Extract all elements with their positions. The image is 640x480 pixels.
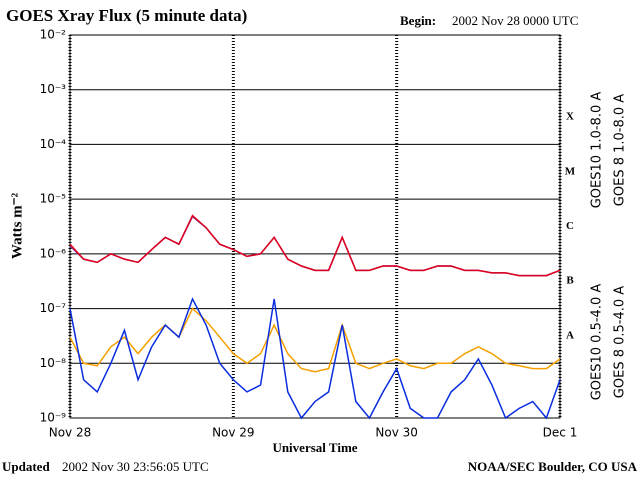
flare-class-label: B bbox=[566, 275, 574, 287]
legend-entry: GOES10 0.5-4.0 A bbox=[590, 284, 605, 401]
flare-class-label: M bbox=[565, 165, 576, 177]
flare-class-label: C bbox=[566, 220, 574, 232]
updated-value: 2002 Nov 30 23:56:05 UTC bbox=[62, 459, 209, 474]
chart-title: GOES Xray Flux (5 minute data) bbox=[6, 6, 247, 25]
x-tick-label: Dec 1 bbox=[543, 426, 578, 440]
x-axis-label: Universal Time bbox=[272, 440, 357, 455]
plot-frame bbox=[69, 34, 561, 419]
flare-class-label: A bbox=[566, 329, 574, 341]
begin-label: Begin: bbox=[400, 13, 436, 28]
flux-line bbox=[69, 307, 561, 373]
y-tick-label: 10⁻⁹ bbox=[40, 411, 67, 425]
x-tick-label: Nov 29 bbox=[212, 426, 255, 440]
flux-line bbox=[69, 297, 561, 420]
y-tick-label: 10⁻³ bbox=[40, 82, 67, 96]
x-tick-label: Nov 28 bbox=[49, 426, 92, 440]
x-tick-label: Nov 30 bbox=[375, 426, 418, 440]
flux-line bbox=[69, 215, 561, 277]
updated-label: Updated bbox=[2, 459, 50, 474]
y-tick-label: 10⁻⁴ bbox=[40, 137, 67, 151]
y-tick-label: 10⁻⁷ bbox=[40, 301, 67, 315]
begin-value: 2002 Nov 28 0000 UTC bbox=[452, 13, 578, 28]
y-tick-label: 10⁻² bbox=[40, 28, 67, 42]
y-tick-label: 10⁻⁵ bbox=[40, 192, 67, 206]
y-tick-label: 10⁻⁸ bbox=[40, 356, 67, 370]
legend-entry: GOES 8 0.5-4.0 A bbox=[613, 286, 628, 398]
y-tick-label: 10⁻⁶ bbox=[40, 246, 67, 260]
credit: NOAA/SEC Boulder, CO USA bbox=[468, 459, 638, 474]
legend-entry: GOES10 1.0-8.0 A bbox=[590, 92, 605, 209]
flare-class-label: X bbox=[566, 111, 574, 123]
legend-entry: GOES 8 1.0-8.0 A bbox=[613, 94, 628, 206]
y-axis-label: Watts m⁻² bbox=[9, 192, 25, 259]
flux-line bbox=[69, 214, 561, 277]
